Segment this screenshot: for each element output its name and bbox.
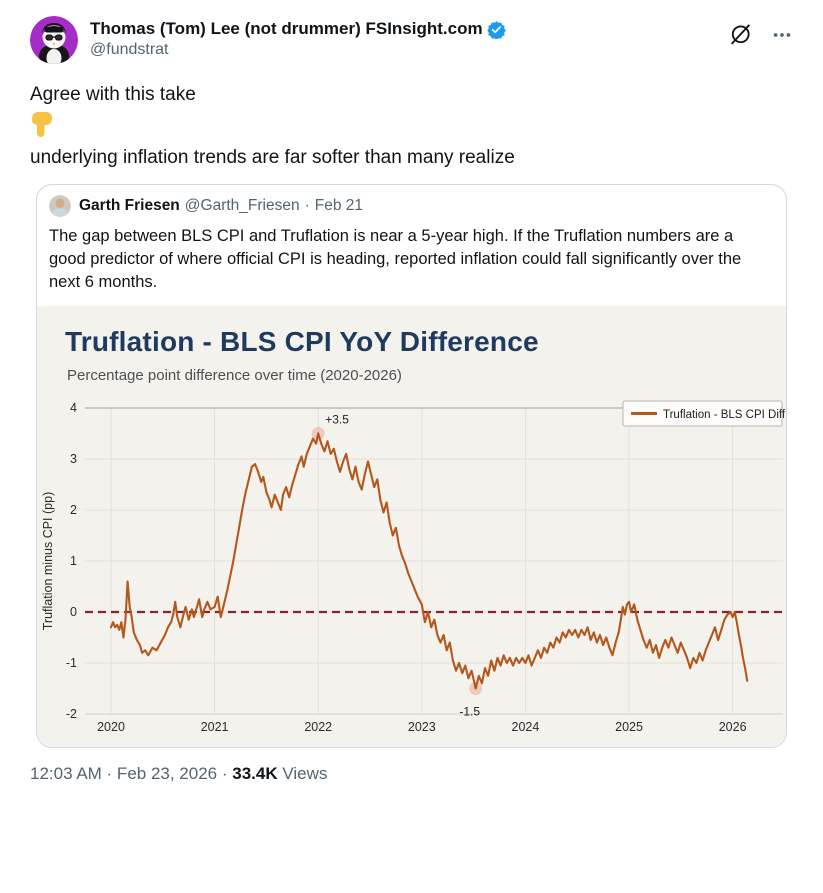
quote-inner: Garth Friesen @Garth_Friesen · Feb 21 Th…: [37, 185, 786, 306]
grok-actions-button[interactable]: [728, 22, 753, 47]
quote-date: Feb 21: [314, 197, 364, 214]
author-avatar[interactable]: [30, 16, 78, 64]
svg-text:2024: 2024: [512, 720, 540, 734]
tweet-header: Thomas (Tom) Lee (not drummer) FSInsight…: [30, 16, 793, 64]
svg-text:2021: 2021: [201, 720, 229, 734]
svg-text:2025: 2025: [615, 720, 643, 734]
svg-text:Truflation - BLS CPI Diff.: Truflation - BLS CPI Diff.: [663, 409, 786, 421]
tweet-text-line1: Agree with this take: [30, 84, 196, 105]
quote-header: Garth Friesen @Garth_Friesen · Feb 21: [49, 195, 774, 217]
tweet-body: Agree with this take underlying inflatio…: [30, 82, 793, 170]
quote-author-name: Garth Friesen: [79, 197, 180, 214]
svg-text:0: 0: [70, 605, 77, 619]
svg-text:-2: -2: [66, 707, 77, 721]
tweet: Thomas (Tom) Lee (not drummer) FSInsight…: [30, 16, 793, 784]
svg-text:1: 1: [70, 554, 77, 568]
views-count: 33.4K: [232, 764, 278, 783]
author-name[interactable]: Thomas (Tom) Lee (not drummer) FSInsight…: [90, 19, 483, 38]
author-handle[interactable]: @fundstrat: [90, 41, 169, 58]
svg-text:2: 2: [70, 503, 77, 517]
timestamp: 12:03 AM · Feb 23, 2026 ·: [30, 764, 233, 783]
grok-icon: [730, 24, 751, 45]
more-button[interactable]: [771, 24, 793, 46]
svg-text:2023: 2023: [408, 720, 436, 734]
svg-text:3: 3: [70, 452, 77, 466]
person-photo-icon: [49, 195, 71, 217]
tweet-text-line2: underlying inflation trends are far soft…: [30, 147, 515, 168]
svg-text:+3.5: +3.5: [325, 413, 349, 427]
chart-image[interactable]: +3.5 -1.5 4 3 2 1 0 -1 -2 2020 2021 2022 2023 2024 202…: [37, 306, 786, 747]
svg-text:-1: -1: [66, 656, 77, 670]
more-dots-icon: [773, 32, 791, 37]
svg-text:2026: 2026: [719, 720, 747, 734]
views-label: Views: [277, 764, 328, 783]
truflation-chart: +3.5 -1.5 4 3 2 1 0 -1 -2 2020 2021 2022 2023 2024 202…: [37, 306, 786, 747]
quote-separator: ·: [304, 197, 310, 214]
penguin-avatar-icon: [30, 16, 78, 64]
quote-author-handle: @Garth_Friesen: [184, 197, 300, 214]
header-actions: [728, 16, 793, 47]
verified-badge-icon: [486, 20, 506, 39]
svg-text:4: 4: [70, 401, 77, 415]
svg-text:2020: 2020: [97, 720, 125, 734]
svg-text:-1.5: -1.5: [459, 705, 480, 719]
author-block: Thomas (Tom) Lee (not drummer) FSInsight…: [90, 16, 728, 59]
quote-text: The gap between BLS CPI and Truflation i…: [49, 227, 742, 291]
svg-text:Truflation - BLS CPI YoY Diffe: Truflation - BLS CPI YoY Difference: [65, 326, 539, 357]
tweet-footer: 12:03 AM · Feb 23, 2026 · 33.4K Views: [30, 764, 793, 784]
svg-text:Truflation minus CPI (pp): Truflation minus CPI (pp): [41, 492, 55, 630]
quote-author-avatar: [49, 195, 71, 217]
quote-card[interactable]: Garth Friesen @Garth_Friesen · Feb 21 Th…: [36, 184, 787, 748]
point-down-emoji: [30, 111, 793, 139]
svg-text:2022: 2022: [304, 720, 332, 734]
svg-text:Percentage point difference ov: Percentage point difference over time (2…: [67, 367, 402, 384]
